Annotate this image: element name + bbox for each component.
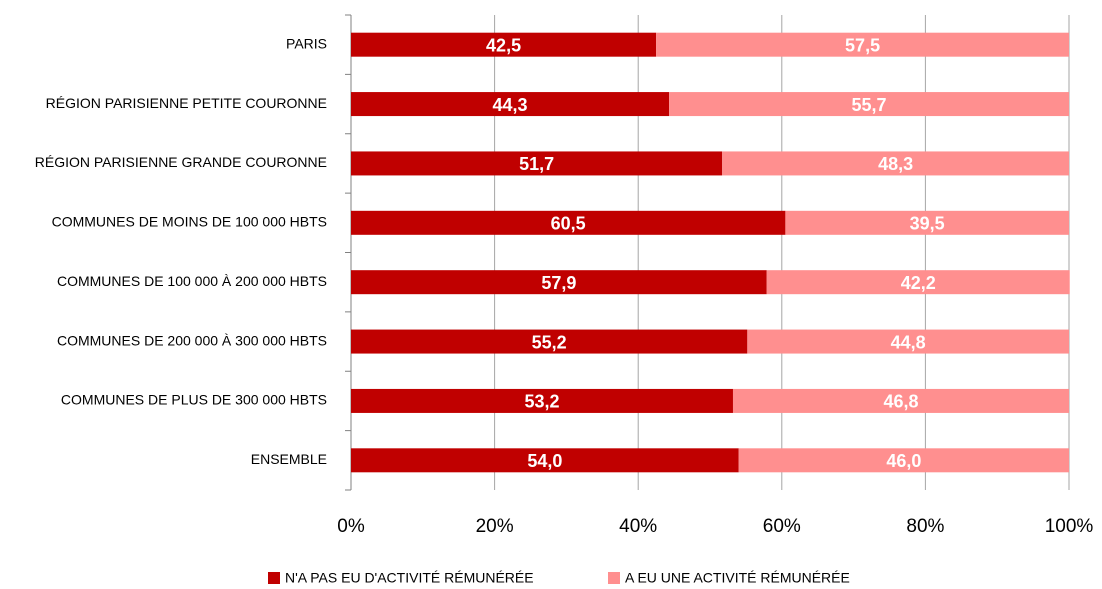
y-tick-label: ENSEMBLE — [251, 451, 327, 467]
x-tick-label: 40% — [619, 516, 657, 537]
data-label: 54,0 — [527, 451, 562, 471]
bar-segment — [351, 270, 767, 295]
legend-label: A EU UNE ACTIVITÉ RÉMUNÉRÉE — [625, 570, 850, 586]
bar-segment — [722, 151, 1069, 176]
bar-segment — [656, 32, 1069, 57]
data-label: 57,5 — [845, 35, 880, 55]
bar-segment — [738, 448, 1069, 473]
data-label: 42,2 — [901, 273, 936, 293]
bar-segment — [351, 388, 733, 413]
y-tick-label: RÉGION PARISIENNE GRANDE COURONNE — [35, 154, 327, 170]
bar-segment — [732, 388, 1069, 413]
x-tick-label: 0% — [337, 516, 365, 537]
bar-segment — [351, 92, 670, 117]
bar-segment — [747, 329, 1069, 354]
y-tick-label: PARIS — [286, 35, 327, 51]
data-label: 44,3 — [493, 95, 528, 115]
data-label: 51,7 — [519, 154, 554, 174]
data-label: 55,2 — [532, 332, 567, 352]
x-tick-label: 60% — [763, 516, 801, 537]
bar-segment — [351, 210, 786, 235]
bar-segment — [351, 448, 739, 473]
bar-segment — [669, 92, 1069, 117]
data-label: 46,8 — [883, 392, 918, 412]
y-tick-label: RÉGION PARISIENNE PETITE COURONNE — [46, 95, 327, 111]
x-tick-label: 20% — [476, 516, 514, 537]
data-label: 53,2 — [524, 392, 559, 412]
data-label: 48,3 — [878, 154, 913, 174]
bar-segment — [351, 329, 748, 354]
y-tick-label: COMMUNES DE 200 000 À 300 000 HBTS — [57, 332, 327, 348]
legend-swatch — [608, 572, 620, 584]
y-tick-label: COMMUNES DE 100 000 À 200 000 HBTS — [57, 273, 327, 289]
data-label: 55,7 — [852, 95, 887, 115]
data-label: 44,8 — [891, 332, 926, 352]
data-label: 46,0 — [886, 451, 921, 471]
legend-label: N'A PAS EU D'ACTIVITÉ RÉMUNÉRÉE — [285, 570, 534, 586]
data-label: 39,5 — [910, 214, 945, 234]
y-tick-label: COMMUNES DE PLUS DE 300 000 HBTS — [61, 392, 327, 408]
x-tick-label: 80% — [906, 516, 944, 537]
data-label: 60,5 — [551, 214, 586, 234]
bar-segment — [351, 151, 723, 176]
x-tick-label: 100% — [1045, 516, 1094, 537]
bar-segment — [351, 32, 657, 57]
legend-swatch — [268, 572, 280, 584]
y-tick-label: COMMUNES DE MOINS DE 100 000 HBTS — [52, 214, 327, 230]
data-label: 57,9 — [541, 273, 576, 293]
bar-segment — [785, 210, 1069, 235]
data-label: 42,5 — [486, 35, 521, 55]
bar-segment — [766, 270, 1070, 295]
